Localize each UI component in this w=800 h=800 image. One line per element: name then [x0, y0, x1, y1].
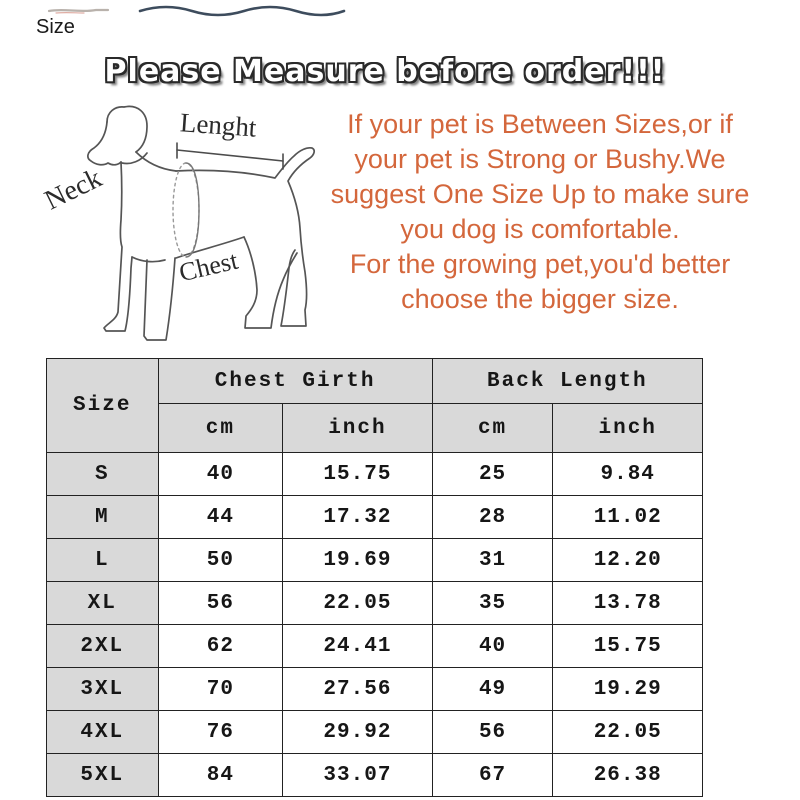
table-cell: 15.75: [552, 624, 703, 668]
size-chart-table-container: Size Chest Girth Back Length cm inch cm …: [46, 358, 704, 797]
table-cell: 70: [157, 667, 284, 711]
dog-collar-line: [121, 152, 148, 165]
table-cell: 56: [431, 710, 554, 754]
table-cell: 49: [431, 667, 554, 711]
unit-header-inch: inch: [282, 403, 433, 453]
size-section-label: Size: [36, 16, 75, 38]
dog-far-front-leg-line: [143, 257, 176, 341]
dog-chest-front-leg-line: [103, 161, 133, 332]
unit-header-cm: cm: [431, 403, 554, 453]
dog-back-tail-line: [175, 146, 316, 327]
unit-header-inch: inch: [552, 403, 703, 453]
dog-neck-back-line: [135, 151, 177, 172]
col-header-size: Size: [46, 358, 159, 453]
table-cell: 40: [431, 624, 554, 668]
table-cell: 28: [431, 495, 554, 539]
table-cell: 22.05: [552, 710, 703, 754]
size-cell: 4XL: [46, 710, 159, 754]
chest-girth-solid-arc: [185, 162, 200, 258]
table-cell: 31: [431, 538, 554, 582]
table-cell: 84: [157, 753, 284, 797]
table-cell: 11.02: [552, 495, 703, 539]
table-cell: 76: [157, 710, 284, 754]
table-cell: 12.20: [552, 538, 703, 582]
sizing-notice: If your pet is Between Sizes,or if your …: [300, 107, 780, 317]
table-cell: 56: [157, 581, 284, 625]
dog-rear-leg-line: [243, 236, 298, 329]
table-cell: 19.29: [552, 667, 703, 711]
scribble-smudge-decoration: [47, 8, 110, 14]
notice-line: choose the bigger size.: [401, 284, 679, 314]
notice-line: you dog is comfortable.: [400, 214, 680, 244]
col-header-chest-girth: Chest Girth: [157, 358, 433, 404]
wavy-line-decoration: [138, 5, 346, 17]
unit-header-cm: cm: [157, 403, 284, 453]
size-cell: 2XL: [46, 624, 159, 668]
table-cell: 29.92: [282, 710, 433, 754]
length-label: Lenght: [179, 107, 258, 143]
notice-line: suggest One Size Up to make sure: [330, 179, 750, 209]
table-cell: 22.05: [282, 581, 433, 625]
table-row: 4XL 76 29.92 56 22.05: [46, 710, 703, 754]
table-cell: 19.69: [282, 538, 433, 582]
table-cell: 33.07: [282, 753, 433, 797]
table-cell: 50: [157, 538, 284, 582]
size-cell: S: [46, 452, 159, 496]
table-cell: 9.84: [552, 452, 703, 496]
size-cell: M: [46, 495, 159, 539]
dog-belly-front-line: [131, 256, 166, 263]
table-row: XL 56 22.05 35 13.78: [46, 581, 703, 625]
dog-measurement-diagram: [87, 105, 316, 341]
table-cell: 44: [157, 495, 284, 539]
size-chart-table: Size Chest Girth Back Length cm inch cm …: [46, 358, 704, 797]
table-cell: 17.32: [282, 495, 433, 539]
table-row: 5XL 84 33.07 67 26.38: [46, 753, 703, 797]
dog-head-outline: [106, 105, 148, 153]
size-cell: XL: [46, 581, 159, 625]
table-cell: 15.75: [282, 452, 433, 496]
size-cell: 5XL: [46, 753, 159, 797]
table-row: L 50 19.69 31 12.20: [46, 538, 703, 582]
size-cell: L: [46, 538, 159, 582]
table-cell: 13.78: [552, 581, 703, 625]
table-cell: 67: [431, 753, 554, 797]
banner-title: Please Measure before order!!!: [104, 54, 666, 89]
size-cell: 3XL: [46, 667, 159, 711]
table-cell: 62: [157, 624, 284, 668]
table-row: M 44 17.32 28 11.02: [46, 495, 703, 539]
notice-line: If your pet is Between Sizes,or if: [347, 109, 733, 139]
dog-muzzle-outline: [87, 121, 122, 166]
col-header-back-length: Back Length: [431, 358, 704, 404]
notice-line: For the growing pet,you'd better: [349, 249, 731, 279]
table-cell: 26.38: [552, 753, 703, 797]
table-cell: 24.41: [282, 624, 433, 668]
table-row: S 40 15.75 25 9.84: [46, 452, 703, 496]
table-row: 3XL 70 27.56 49 19.29: [46, 667, 703, 711]
table-cell: 27.56: [282, 667, 433, 711]
chest-girth-ellipse: [172, 162, 200, 258]
table-cell: 35: [431, 581, 554, 625]
dog-belly-line: [175, 236, 245, 259]
notice-line: your pet is Strong or Bushy.We: [354, 144, 726, 174]
table-cell: 40: [157, 452, 284, 496]
length-measure-line: [176, 142, 284, 170]
table-row: 2XL 62 24.41 40 15.75: [46, 624, 703, 668]
table-cell: 25: [431, 452, 554, 496]
